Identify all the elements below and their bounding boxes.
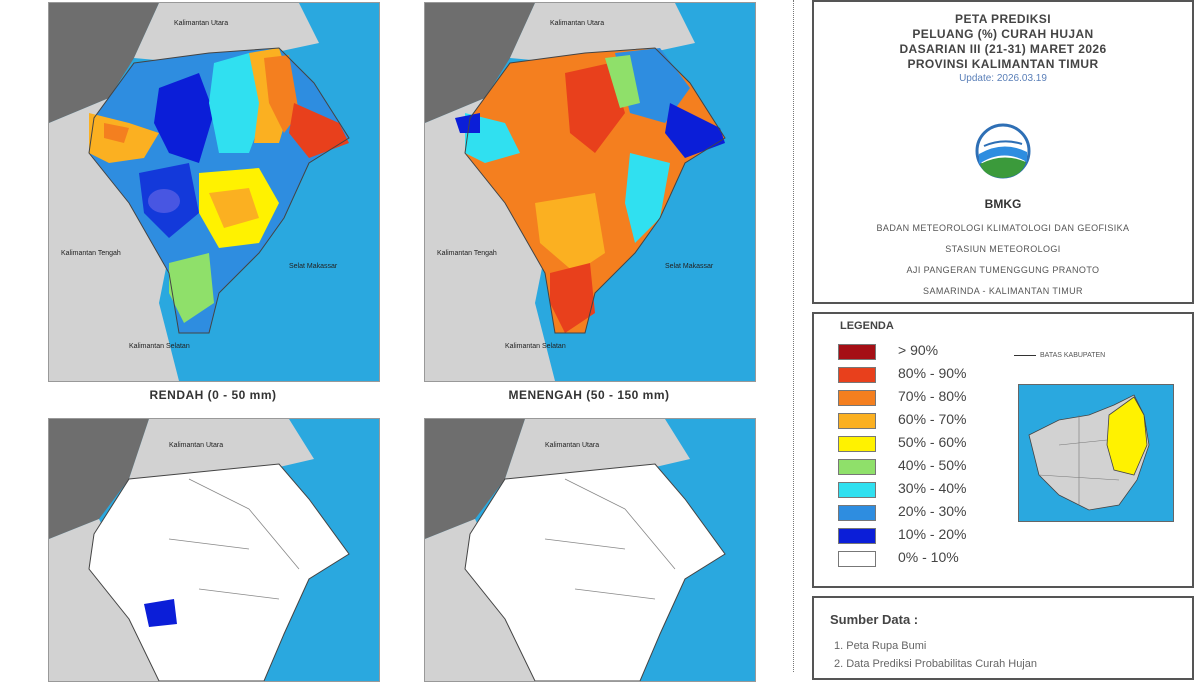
label-kaltara: Kalimantan Utara: [545, 442, 599, 449]
org-line-2: STASIUN METEOROLOGI: [945, 244, 1061, 254]
map-panel-rendah[interactable]: Kalimantan Utara Kalimantan Tengah Kalim…: [48, 2, 380, 382]
legend-title: LEGENDA: [840, 320, 894, 332]
inset-map-svg: [1028, 394, 1150, 511]
update-date: Update: 2026.03.19: [959, 73, 1047, 84]
legend-swatch: [838, 505, 876, 521]
legend-label: 80% - 90%: [898, 365, 967, 381]
bmkg-logo-icon: [975, 123, 1031, 179]
org-line-4: SAMARINDA - KALIMANTAN TIMUR: [923, 286, 1083, 296]
map-title-line-1: PETA PREDIKSI: [955, 12, 1051, 26]
map-title-line-4: PROVINSI KALIMANTAN TIMUR: [907, 57, 1099, 71]
title-box: PETA PREDIKSI PELUANG (%) CURAH HUJAN DA…: [812, 0, 1194, 304]
map-panel-tinggi[interactable]: Kalimantan Utara: [48, 418, 380, 682]
source-item-2: 2. Data Prediksi Probabilitas Curah Huja…: [834, 658, 1037, 670]
legend-swatch: [838, 551, 876, 567]
map-tinggi: Kalimantan Utara: [49, 419, 379, 681]
map-title-line-3: DASARIAN III (21-31) MARET 2026: [899, 42, 1107, 56]
map-menengah: Kalimantan Utara Kalimantan Tengah Kalim…: [425, 3, 755, 381]
legend-label: 0% - 10%: [898, 549, 959, 565]
legend-swatch: [838, 528, 876, 544]
legend-swatch: [838, 482, 876, 498]
label-kalsel: Kalimantan Selatan: [505, 343, 566, 350]
label-selat-makassar: Selat Makassar: [289, 263, 338, 270]
legend-label: 10% - 20%: [898, 526, 967, 542]
legend-swatch: [838, 436, 876, 452]
sources-title: Sumber Data :: [830, 612, 919, 627]
inset-map: [1018, 384, 1174, 522]
label-kaltara: Kalimantan Utara: [174, 20, 228, 27]
legend-label: 40% - 50%: [898, 457, 967, 473]
legend-swatch: [838, 344, 876, 360]
label-kalteng: Kalimantan Tengah: [437, 250, 497, 257]
org-line-1: BADAN METEOROLOGI KLIMATOLOGI DAN GEOFIS…: [876, 223, 1130, 233]
legend-label: 20% - 30%: [898, 503, 967, 519]
legend-swatch: [838, 390, 876, 406]
boundary-key-label: BATAS KABUPATEN: [1040, 352, 1106, 359]
panel-divider: [793, 0, 795, 672]
legend-swatch: [838, 413, 876, 429]
sources-box: Sumber Data : 1. Peta Rupa Bumi 2. Data …: [812, 596, 1194, 680]
legend-swatch: [838, 367, 876, 383]
map-caption-rendah: RENDAH (0 - 50 mm): [149, 388, 277, 402]
legend-label: 70% - 80%: [898, 388, 967, 404]
label-kalsel: Kalimantan Selatan: [129, 343, 190, 350]
org-line-3: AJI PANGERAN TUMENGGUNG PRANOTO: [906, 265, 1100, 275]
source-item-1: 1. Peta Rupa Bumi: [834, 640, 927, 652]
legend-label: > 90%: [898, 342, 939, 358]
legend-label: 30% - 40%: [898, 480, 967, 496]
map-panel-sangat-tinggi[interactable]: Kalimantan Utara: [424, 418, 756, 682]
legend-label: 60% - 70%: [898, 411, 967, 427]
label-kaltara: Kalimantan Utara: [169, 442, 223, 449]
bmkg-logo-text: BMKG: [984, 197, 1022, 211]
legend-label: 50% - 60%: [898, 434, 967, 450]
legend-swatch: [838, 459, 876, 475]
map-rendah: Kalimantan Utara Kalimantan Tengah Kalim…: [49, 3, 379, 381]
label-selat-makassar: Selat Makassar: [665, 263, 714, 270]
map-caption-menengah: MENENGAH (50 - 150 mm): [508, 388, 670, 402]
legend-box: LEGENDA > 90% 80% - 90% 70% - 80% 60% - …: [812, 312, 1194, 588]
label-kalteng: Kalimantan Tengah: [61, 250, 121, 257]
bmkg-logo: BMKG: [974, 122, 1032, 212]
boundary-key: BATAS KABUPATEN: [1014, 352, 1105, 359]
map-title-line-2: PELUANG (%) CURAH HUJAN: [912, 27, 1094, 41]
label-kaltara: Kalimantan Utara: [550, 20, 604, 27]
map-sangat-tinggi: Kalimantan Utara: [425, 419, 755, 681]
map-panel-menengah[interactable]: Kalimantan Utara Kalimantan Tengah Kalim…: [424, 2, 756, 382]
